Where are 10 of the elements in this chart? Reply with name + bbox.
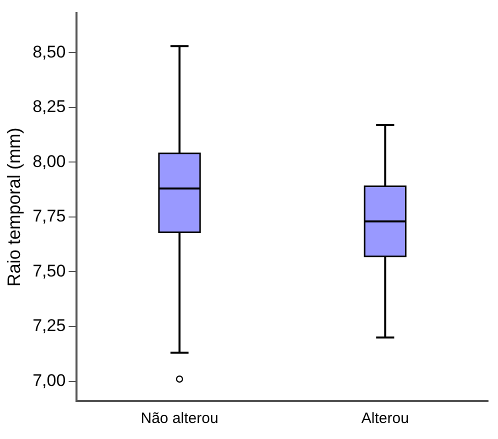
y-tick-label: 8,50	[32, 42, 66, 62]
y-tick-label: 7,75	[32, 206, 66, 226]
x-tick-label: Alterou	[361, 410, 409, 428]
x-tick-label: Não alterou	[140, 410, 218, 428]
y-tick-label: 7,50	[32, 261, 66, 280]
y-tick-label: 7,25	[32, 316, 66, 336]
y-tick-label: 8,25	[32, 97, 66, 116]
y-axis-title: Raio temporal (mm)	[4, 128, 24, 287]
y-tick-label: 8,00	[32, 152, 66, 171]
y-tick-label: 7,00	[32, 370, 66, 390]
